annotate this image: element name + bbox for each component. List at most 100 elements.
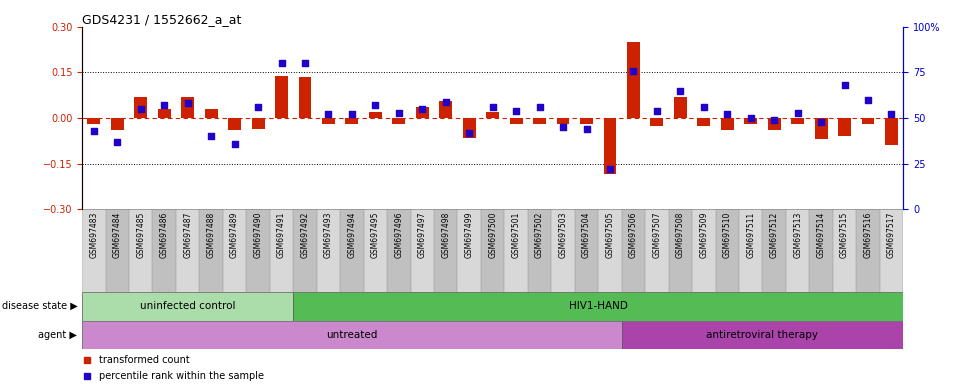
Bar [270,209,294,292]
Text: GSM697511: GSM697511 [746,212,755,258]
Bar [82,292,294,321]
Text: percentile rank within the sample: percentile rank within the sample [99,371,265,381]
Point [555,124,571,130]
Point [133,106,149,112]
Text: GSM697489: GSM697489 [230,212,240,258]
Bar [645,209,668,292]
Point [532,104,548,110]
Bar [129,209,153,292]
Text: GSM697516: GSM697516 [864,212,872,258]
Bar [440,101,452,118]
Bar [369,112,382,118]
Bar [856,209,880,292]
Text: GSM697494: GSM697494 [348,212,356,258]
Bar [674,97,687,118]
Bar [340,209,363,292]
Bar [411,209,434,292]
Point [743,115,758,121]
Point [344,111,359,118]
Point [156,102,172,108]
Point [790,109,806,116]
Point [837,82,852,88]
Text: GSM697512: GSM697512 [770,212,779,258]
Text: GSM697505: GSM697505 [606,212,614,258]
Point [579,126,594,132]
Bar [363,209,387,292]
Text: GSM697513: GSM697513 [793,212,802,258]
Point [298,60,313,66]
Bar [317,209,340,292]
Text: GSM697487: GSM697487 [184,212,192,258]
Text: GSM697491: GSM697491 [277,212,286,258]
Text: GSM697485: GSM697485 [136,212,145,258]
Bar [205,109,217,118]
Bar [668,209,692,292]
Bar [575,209,598,292]
Bar [463,118,475,138]
Bar [111,118,124,130]
Bar [157,109,171,118]
Point [696,104,712,110]
Bar [246,209,270,292]
Text: antiretroviral therapy: antiretroviral therapy [706,330,818,340]
Bar [622,209,645,292]
Point [602,166,617,172]
Text: GSM697498: GSM697498 [441,212,450,258]
Point [180,101,195,107]
Bar [105,209,129,292]
Bar [580,118,593,124]
Bar [415,108,429,118]
Bar [392,118,406,124]
Bar [458,209,481,292]
Point [626,68,641,74]
Bar [716,209,739,292]
Text: GSM697517: GSM697517 [887,212,896,258]
Bar [833,209,856,292]
Bar [697,118,710,126]
Text: GDS4231 / 1552662_a_at: GDS4231 / 1552662_a_at [82,13,242,26]
Point [391,109,407,116]
Text: untreated: untreated [327,330,378,340]
Text: GSM697490: GSM697490 [253,212,263,258]
Bar [275,76,288,118]
Point [109,139,125,145]
Bar [533,118,546,124]
Bar [838,118,851,136]
Bar [744,118,757,124]
Text: GSM697493: GSM697493 [324,212,333,258]
Text: GSM697484: GSM697484 [113,212,122,258]
Text: GSM697510: GSM697510 [723,212,732,258]
Bar [650,118,664,126]
Bar [810,209,833,292]
Bar [556,118,570,124]
Text: GSM697515: GSM697515 [840,212,849,258]
Text: GSM697483: GSM697483 [89,212,99,258]
Point [508,108,524,114]
Bar [176,209,199,292]
Point [438,99,453,105]
Bar [627,42,639,118]
Bar [294,209,317,292]
Bar [294,292,903,321]
Text: GSM697488: GSM697488 [207,212,215,258]
Text: GSM697501: GSM697501 [512,212,521,258]
Bar [153,209,176,292]
Bar [182,97,194,118]
Bar [298,77,311,118]
Text: agent ▶: agent ▶ [39,330,77,340]
Text: transformed count: transformed count [99,355,190,365]
Text: GSM697496: GSM697496 [394,212,404,258]
Bar [862,118,874,124]
Text: GSM697497: GSM697497 [417,212,427,258]
Text: GSM697506: GSM697506 [629,212,638,258]
Bar [486,112,499,118]
Text: GSM697495: GSM697495 [371,212,380,258]
Bar [82,321,622,349]
Bar [82,209,105,292]
Point [368,102,384,108]
Point [227,141,242,147]
Bar [762,209,786,292]
Point [813,119,829,125]
Text: GSM697486: GSM697486 [159,212,169,258]
Text: disease state ▶: disease state ▶ [2,301,77,311]
